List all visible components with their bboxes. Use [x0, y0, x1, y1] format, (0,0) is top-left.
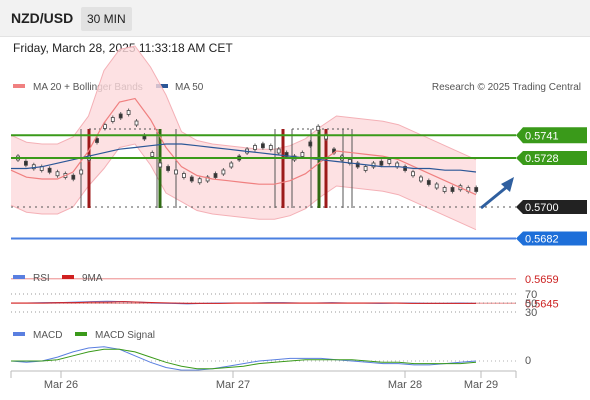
rsi-tick-30: 30: [525, 307, 537, 319]
candle-body: [387, 159, 392, 164]
candle-body: [316, 125, 321, 131]
ma50-legend-label: MA 50: [175, 82, 204, 93]
signal-legend-swatch: [75, 332, 87, 336]
x-tick-mar27: Mar 27: [216, 379, 250, 391]
x-tick-mar28: Mar 28: [388, 379, 422, 391]
trend-arrow-shaft: [480, 184, 509, 210]
ma20-line: [10, 97, 477, 196]
price-label-box: [516, 151, 587, 165]
price-label: 0.5700: [525, 202, 559, 214]
price-label-box: [516, 127, 587, 144]
candle-body: [308, 141, 313, 147]
ma50-legend-swatch: [156, 84, 168, 88]
rsi-ma-legend-swatch: [62, 275, 74, 279]
bollinger-upper-line: [10, 45, 477, 161]
candle-body: [197, 178, 202, 184]
candle-body: [442, 187, 447, 192]
macd-tick-zero: 0: [525, 355, 531, 367]
macd-panel: [10, 346, 516, 371]
rsi-ma-line: [11, 301, 476, 304]
candle-body: [268, 145, 273, 150]
macd-legend-swatch: [13, 332, 25, 336]
rsi-tick-50: 50: [525, 298, 537, 310]
candle-body: [174, 169, 178, 175]
macd-signal-line: [11, 348, 477, 370]
candle-body: [221, 169, 226, 175]
candle-body: [418, 176, 423, 182]
candle-body: [103, 124, 107, 129]
candle-body: [426, 180, 431, 185]
macd-legend-label: MACD: [33, 330, 62, 341]
rsi-legend-swatch: [13, 275, 25, 279]
candle-body: [229, 162, 234, 168]
research-credit: Research © 2025 Trading Central: [432, 82, 581, 93]
chart-datetime: Friday, March 28, 2025 11:33:18 AM CET: [13, 41, 233, 55]
ma20-legend-label: MA 20 + Bollinger Bands: [33, 82, 143, 93]
candle-body: [355, 162, 360, 168]
candle-body: [450, 187, 455, 192]
candle-body: [158, 162, 163, 168]
chart-header: NZD/USD 30 MIN: [0, 0, 590, 37]
candle-body: [47, 167, 52, 173]
price-label: 0.5645: [525, 298, 559, 310]
candle-body: [79, 169, 84, 175]
bollinger-band-area: [11, 46, 476, 230]
candle-body: [166, 166, 171, 171]
price-label-box: [516, 231, 587, 246]
trend-arrow-head: [501, 177, 514, 192]
price-label-box: [516, 200, 587, 214]
candle-body: [284, 152, 289, 157]
candle-body: [95, 138, 99, 143]
candle-body: [474, 187, 479, 192]
x-tick-mar26: Mar 26: [44, 379, 78, 391]
ma20-legend-swatch: [13, 84, 25, 88]
rsi-legend-label: RSI: [33, 273, 50, 284]
price-label: 0.5728: [525, 153, 559, 165]
candle-body: [55, 171, 60, 177]
candle-body: [434, 183, 439, 189]
rsi-panel: [11, 293, 516, 313]
candle-body: [189, 176, 194, 182]
candle-body: [205, 176, 210, 182]
interval-button[interactable]: 30 MIN: [81, 7, 132, 31]
price-panel: 0.5741 0.5728 0.5700 0.5682 0.5659 0.5645: [10, 45, 587, 310]
candle-body: [213, 173, 218, 178]
x-tick-mar29: Mar 29: [464, 379, 498, 391]
candle-body: [23, 160, 28, 166]
price-label: 0.5741: [525, 130, 559, 142]
candle-body: [363, 166, 368, 171]
candle-body: [260, 143, 265, 149]
ma50-line: [11, 143, 477, 173]
rsi-tick-70: 70: [525, 289, 537, 301]
candle-body: [411, 171, 415, 177]
signal-legend-label: MACD Signal: [95, 330, 155, 341]
candle-body: [71, 174, 76, 180]
candle-body: [118, 113, 123, 119]
price-label: 0.5682: [525, 234, 559, 246]
candle-body: [276, 148, 281, 154]
candle-body: [300, 152, 305, 157]
macd-line: [10, 346, 477, 371]
candle-body: [134, 120, 139, 126]
rsi-ma-legend-label: 9MA: [82, 273, 103, 284]
candle-body: [150, 152, 155, 157]
candle-body: [403, 166, 408, 171]
candle-body: [110, 117, 115, 122]
candle-body: [253, 145, 257, 150]
price-label: 0.5659: [525, 274, 559, 286]
candle-body: [181, 173, 186, 178]
candle-body: [126, 110, 131, 115]
candle-body: [379, 160, 384, 166]
currency-pair-title: NZD/USD: [11, 10, 74, 26]
candle-body: [31, 164, 36, 170]
